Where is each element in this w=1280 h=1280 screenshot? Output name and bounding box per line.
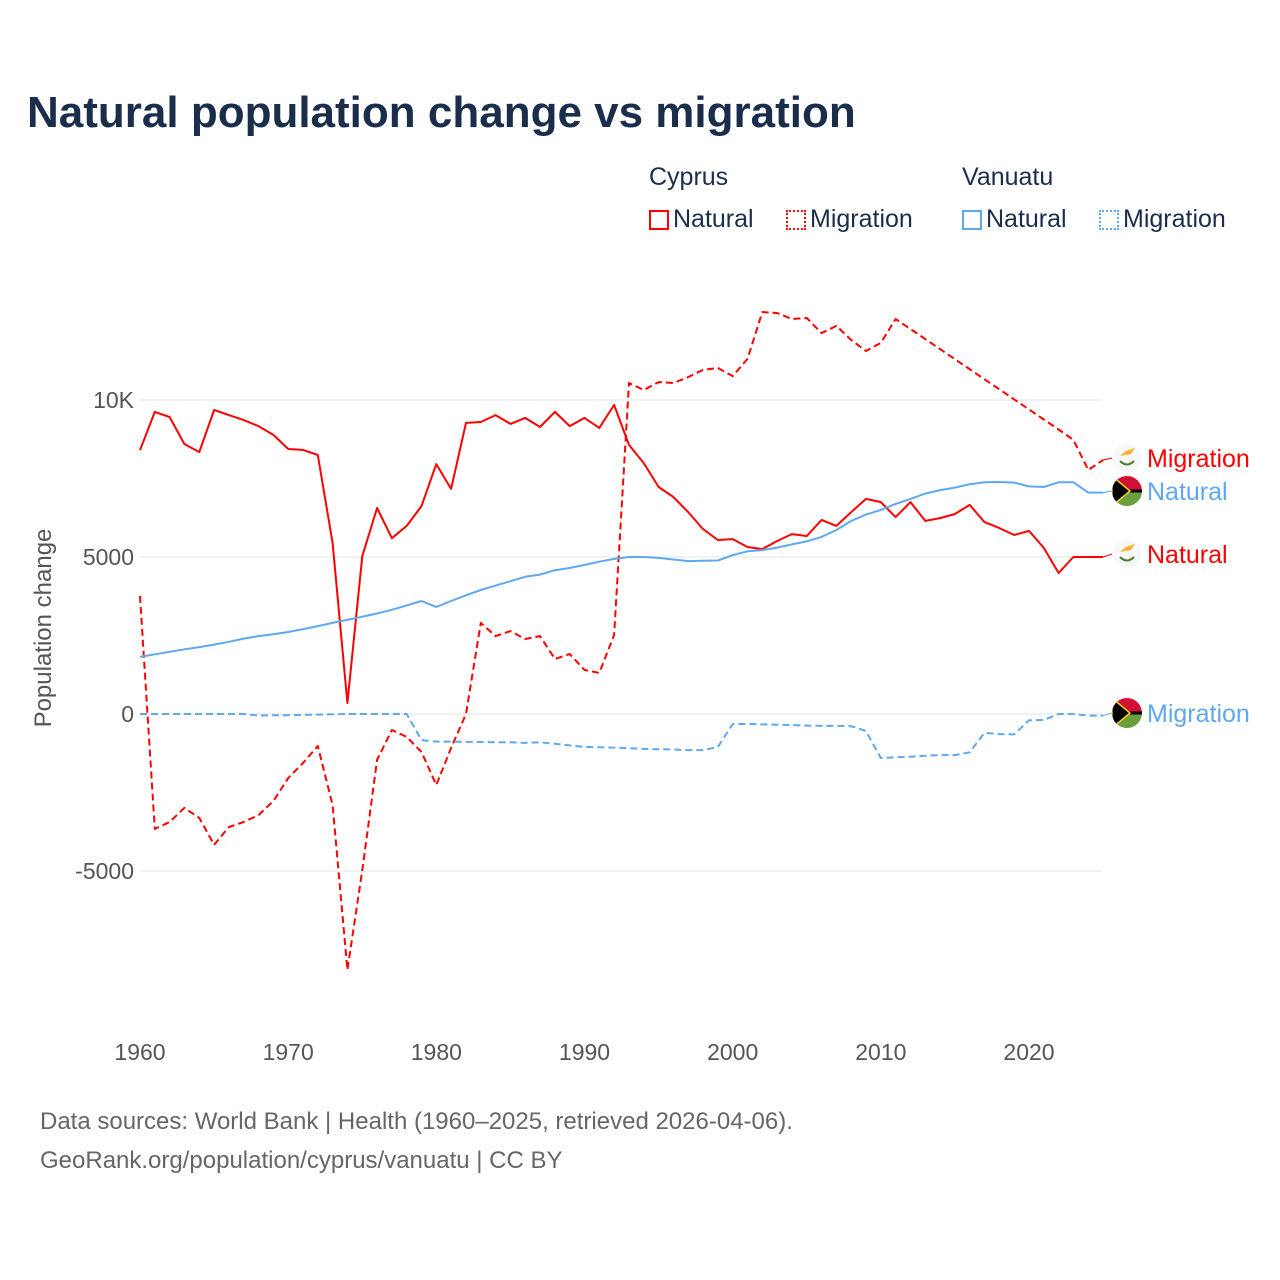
y-tick-label: 5000 [83, 544, 134, 570]
legend-group-vanuatu: Vanuatu [962, 163, 1054, 191]
legend-label: Migration [810, 205, 913, 233]
cyprus-flag-icon [1113, 444, 1141, 472]
footer-credit[interactable]: GeoRank.org/population/cyprus/vanuatu | … [40, 1147, 563, 1174]
x-tick-label: 1960 [114, 1039, 165, 1065]
legend-vanuatu-natural[interactable]: Natural [962, 205, 1067, 234]
x-tick-label: 1980 [411, 1039, 462, 1065]
chart-title: Natural population change vs migration [27, 88, 856, 137]
flag-branches [1119, 460, 1135, 466]
x-tick-label: 2010 [855, 1039, 906, 1065]
end-label-cyprus-natural: Natural [1147, 541, 1228, 569]
end-label-vanuatu-natural: Natural [1147, 478, 1228, 506]
legend-group-cyprus: Cyprus [649, 163, 729, 191]
end-label-cyprus-migration: Migration [1147, 445, 1250, 473]
x-tick-label: 1990 [559, 1039, 610, 1065]
legend-cyprus-natural[interactable]: Natural [649, 205, 754, 234]
x-tick-label: 1970 [263, 1039, 314, 1065]
x-tick-label: 2000 [707, 1039, 758, 1065]
leader-line [1102, 712, 1113, 717]
footer-source: Data sources: World Bank | Health (1960–… [40, 1108, 793, 1135]
legend-swatch-dotted-blue [1099, 209, 1119, 230]
series-line-vanuatu-natural [139, 481, 1104, 658]
vanuatu-flag-icon [1112, 476, 1142, 506]
series-line-cyprus-migration [139, 311, 1104, 971]
y-tick-label: -5000 [75, 858, 134, 884]
legend-label: Migration [1123, 205, 1226, 233]
flag-triangle [1112, 476, 1132, 506]
flag-body [1112, 698, 1142, 728]
y-axis-label: Population change [30, 529, 57, 728]
cyprus-flag-icon [1113, 540, 1141, 568]
legend-label: Natural [986, 205, 1067, 233]
y-tick-label: 0 [121, 701, 134, 727]
series-line-cyprus-natural [139, 404, 1104, 704]
flag-branches [1119, 556, 1135, 562]
leader-line [1102, 457, 1113, 461]
legend-label: Natural [673, 205, 754, 233]
legend-vanuatu-migration[interactable]: Migration [1099, 205, 1226, 234]
legend-swatch-solid-blue [962, 209, 982, 230]
legend-swatch-dotted-red [786, 209, 806, 230]
leader-line [1102, 553, 1113, 558]
leader-line [1102, 490, 1113, 494]
flag-background [1113, 444, 1141, 472]
flag-island [1120, 544, 1135, 552]
flag-island [1120, 448, 1135, 456]
flag-triangle [1112, 698, 1132, 728]
flag-body [1112, 476, 1142, 506]
vanuatu-flag-icon [1112, 698, 1142, 728]
legend-swatch-solid-red [649, 209, 669, 230]
series-line-vanuatu-migration [140, 713, 1104, 759]
legend-cyprus-migration[interactable]: Migration [786, 205, 913, 234]
x-tick-label: 2020 [1003, 1039, 1054, 1065]
flag-background [1113, 540, 1141, 568]
y-tick-label: 10K [93, 387, 135, 413]
end-label-vanuatu-migration: Migration [1147, 700, 1250, 728]
